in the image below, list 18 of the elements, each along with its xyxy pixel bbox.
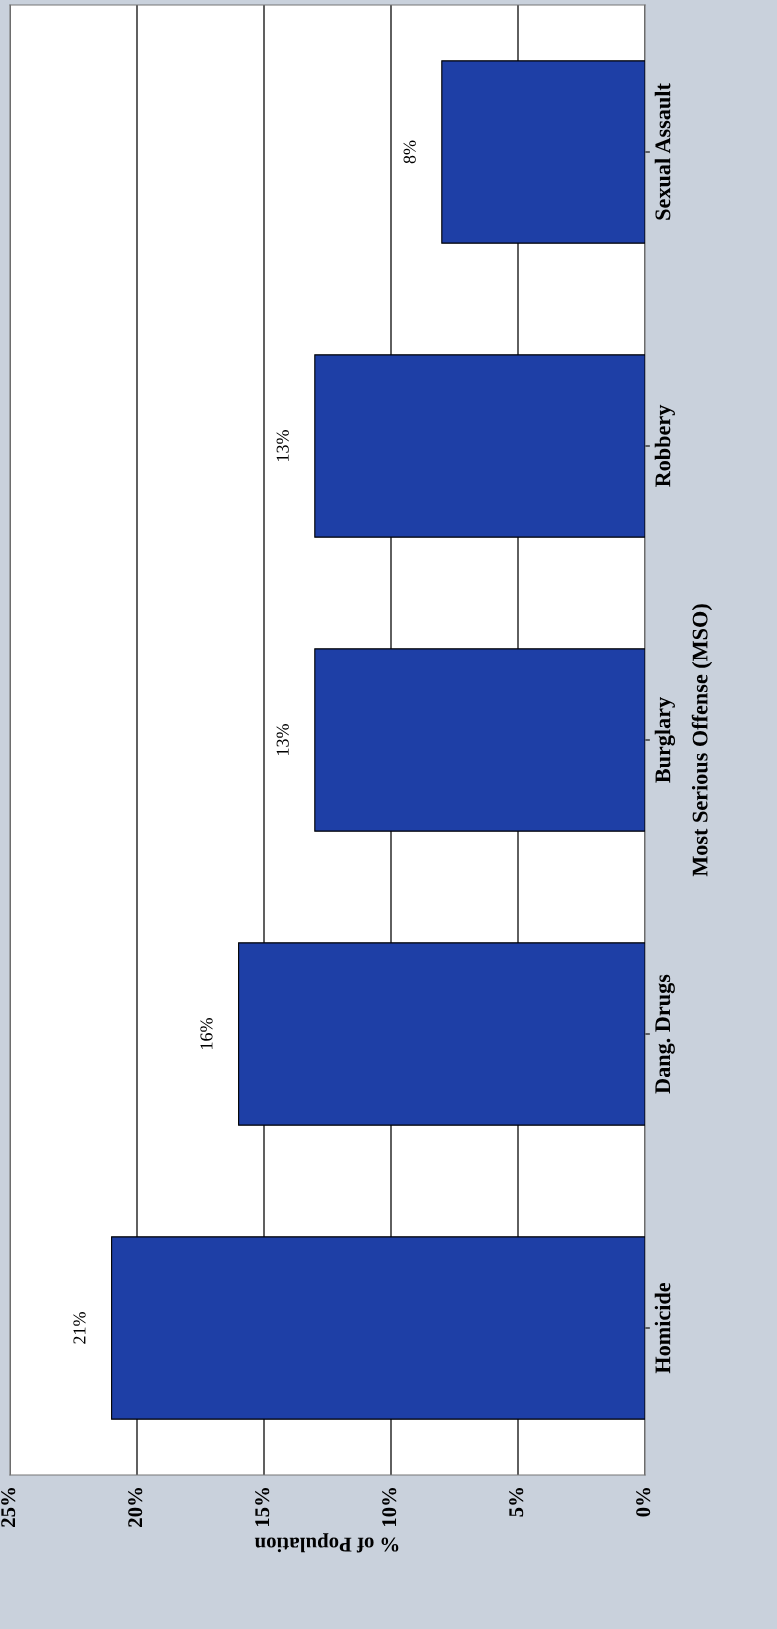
y-tick-label: Sexual Assault (654, 83, 671, 220)
data-label: 8% (403, 140, 416, 164)
y-axis-title: Most Serious Offense (MSO) (691, 604, 713, 877)
data-label: 21% (73, 1312, 86, 1344)
y-tick-label: Dang. Drugs (655, 974, 675, 1094)
x-tick-label: 15% (255, 1488, 270, 1527)
data-label: 16% (200, 1018, 213, 1049)
x-tick-label: 25% (1, 1488, 16, 1527)
data-label: 13% (276, 430, 289, 461)
x-tick-label: 0% (636, 1488, 651, 1517)
y-tick-label: Homicide (654, 1282, 671, 1374)
data-label: 13% (276, 724, 289, 755)
x-tick-label: 5% (509, 1488, 524, 1517)
y-tick-label: Burglary (654, 697, 676, 783)
x-tick-label: 10% (382, 1488, 397, 1527)
x-tick-label: 20% (128, 1488, 143, 1527)
y-tick-label: Robbery (654, 404, 675, 487)
x-axis-title: % of Population (254, 1533, 399, 1553)
